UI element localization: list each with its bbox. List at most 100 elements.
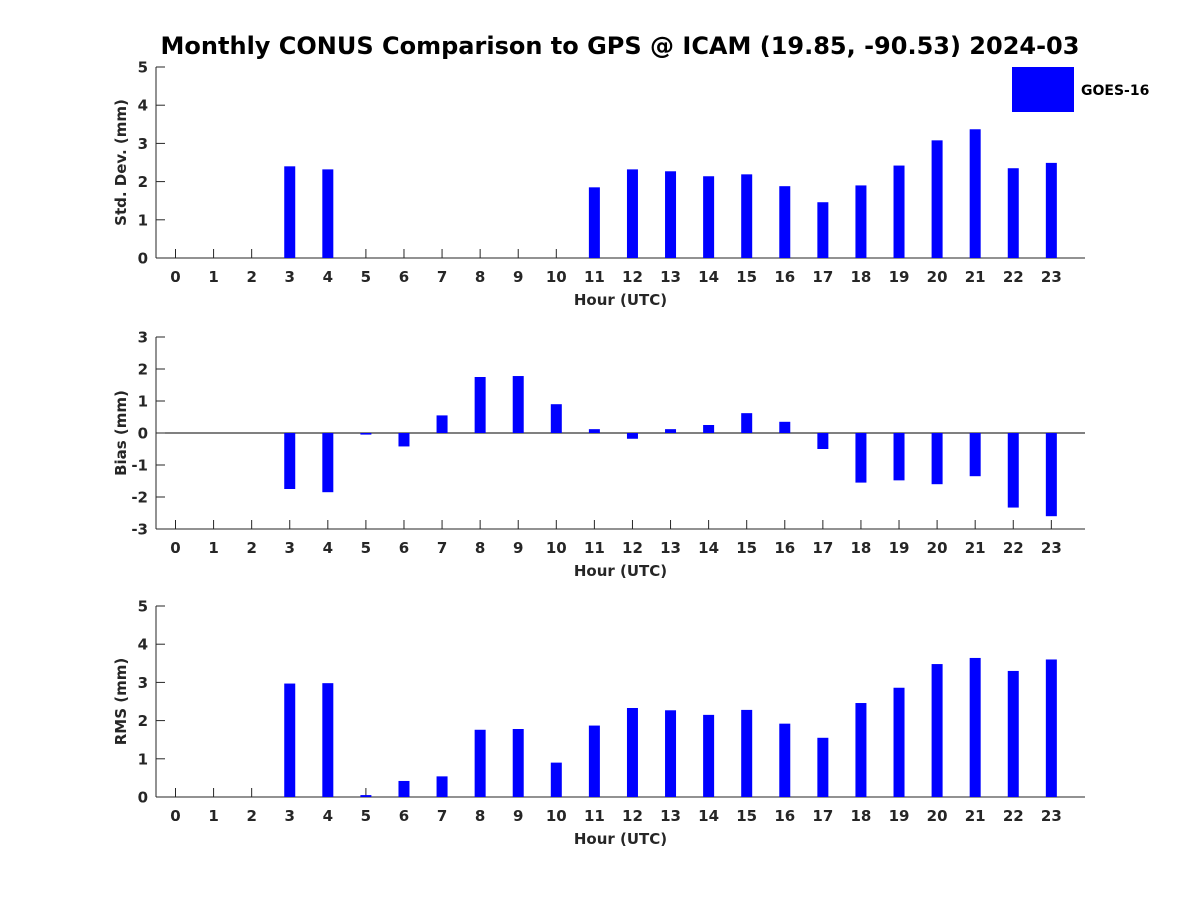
- bias-x-tick-label: 9: [513, 539, 523, 557]
- std-dev-y-tick-label: 4: [138, 97, 148, 115]
- std-dev-x-axis-label: Hour (UTC): [574, 291, 667, 309]
- bias-bar-hour-9: [512, 376, 524, 433]
- rms-bar-hour-13: [665, 710, 677, 797]
- bias-bar-hour-3: [284, 433, 296, 489]
- std-dev-x-tick-label: 0: [170, 268, 180, 286]
- bias-y-axis-label: Bias (mm): [112, 390, 130, 476]
- std-dev-bar-hour-15: [741, 174, 753, 258]
- rms-bar-hour-4: [322, 683, 334, 797]
- std-dev-x-tick-label: 20: [927, 268, 948, 286]
- rms-x-tick-label: 0: [170, 807, 180, 825]
- rms-x-tick-label: 4: [323, 807, 333, 825]
- bias-x-tick-label: 0: [170, 539, 180, 557]
- rms-x-tick-label: 12: [622, 807, 643, 825]
- rms-x-tick-label: 1: [208, 807, 218, 825]
- bias-y-tick-label: 1: [138, 393, 148, 411]
- bias-y-tick-label: 3: [138, 329, 148, 347]
- std-dev-x-tick-label: 22: [1003, 268, 1024, 286]
- rms-y-tick-label: 3: [138, 674, 148, 692]
- rms-bar-hour-12: [626, 707, 638, 797]
- std-dev-bar-hour-22: [1007, 168, 1019, 258]
- rms-x-tick-label: 21: [965, 807, 986, 825]
- rms-y-tick-label: 5: [138, 598, 148, 616]
- rms-x-tick-label: 17: [812, 807, 833, 825]
- bias-x-tick-label: 11: [584, 539, 605, 557]
- bias-x-tick-label: 12: [622, 539, 643, 557]
- std-dev-bar-hour-14: [703, 176, 715, 258]
- rms-bar-hour-16: [779, 723, 791, 797]
- bias-bar-hour-20: [931, 433, 943, 485]
- std-dev-x-tick-label: 5: [361, 268, 371, 286]
- bias-bar-hour-15: [741, 413, 753, 433]
- std-dev-bar-hour-16: [779, 186, 791, 258]
- bias-x-tick-label: 22: [1003, 539, 1024, 557]
- bias-x-tick-label: 7: [437, 539, 447, 557]
- rms-y-tick-label: 2: [138, 712, 148, 730]
- bias-bar-hour-13: [665, 429, 677, 433]
- std-dev-bar-hour-13: [665, 171, 677, 258]
- std-dev-bar-hour-3: [284, 166, 296, 258]
- bias-x-tick-label: 13: [660, 539, 681, 557]
- std-dev-x-tick-label: 19: [889, 268, 910, 286]
- chart-title: Monthly CONUS Comparison to GPS @ ICAM (…: [161, 32, 1080, 60]
- bias-x-tick-label: 21: [965, 539, 986, 557]
- std-dev-x-tick-label: 17: [812, 268, 833, 286]
- bias-x-tick-label: 2: [246, 539, 256, 557]
- rms-x-tick-label: 11: [584, 807, 605, 825]
- bias-bar-hour-12: [626, 433, 638, 439]
- bias-x-tick-label: 3: [285, 539, 295, 557]
- rms-x-tick-label: 7: [437, 807, 447, 825]
- std-dev-y-tick-label: 3: [138, 135, 148, 153]
- bias-x-tick-label: 15: [736, 539, 757, 557]
- std-dev-bar-hour-4: [322, 169, 334, 258]
- bias-bar-hour-21: [969, 433, 981, 477]
- rms-bar-hour-19: [893, 687, 905, 797]
- std-dev-x-tick-label: 18: [851, 268, 872, 286]
- std-dev-x-tick-label: 15: [736, 268, 757, 286]
- rms-x-tick-label: 16: [774, 807, 795, 825]
- std-dev-x-tick-label: 12: [622, 268, 643, 286]
- bias-x-tick-label: 5: [361, 539, 371, 557]
- bias-y-tick-label: -3: [131, 521, 148, 539]
- rms-x-tick-label: 3: [285, 807, 295, 825]
- rms-y-axis-label: RMS (mm): [112, 658, 130, 745]
- std-dev-x-tick-label: 2: [246, 268, 256, 286]
- std-dev-x-tick-label: 3: [285, 268, 295, 286]
- std-dev-bar-hour-12: [626, 169, 638, 258]
- rms-bar-hour-14: [703, 714, 715, 797]
- bias-bar-hour-19: [893, 433, 905, 481]
- rms-x-tick-label: 6: [399, 807, 409, 825]
- std-dev-y-tick-label: 1: [138, 211, 148, 229]
- std-dev-bar-hour-19: [893, 165, 905, 258]
- std-dev-bar-hour-21: [969, 129, 981, 258]
- rms-x-tick-label: 14: [698, 807, 719, 825]
- std-dev-y-tick-label: 5: [138, 59, 148, 77]
- bias-bar-hour-7: [436, 415, 448, 433]
- bias-x-tick-label: 8: [475, 539, 485, 557]
- rms-x-tick-label: 23: [1041, 807, 1062, 825]
- rms-bar-hour-10: [550, 762, 562, 797]
- std-dev-x-tick-label: 4: [323, 268, 333, 286]
- bias-y-tick-label: -1: [131, 457, 148, 475]
- bias-bar-hour-17: [817, 433, 829, 449]
- rms-bar-hour-17: [817, 737, 829, 797]
- std-dev-y-tick-label: 2: [138, 173, 148, 191]
- bias-bar-hour-8: [474, 377, 486, 433]
- bias-bar-hour-10: [550, 404, 562, 433]
- rms-bar-hour-18: [855, 703, 867, 797]
- legend-label: GOES-16: [1081, 83, 1149, 99]
- rms-y-tick-label: 0: [138, 789, 148, 807]
- rms-bar-hour-6: [398, 780, 410, 797]
- bias-x-tick-label: 4: [323, 539, 333, 557]
- rms-x-tick-label: 18: [851, 807, 872, 825]
- bias-x-tick-label: 16: [774, 539, 795, 557]
- rms-bar-hour-8: [474, 729, 486, 797]
- bias-y-tick-label: 0: [138, 425, 148, 443]
- legend-swatch: [1012, 67, 1074, 112]
- rms-x-tick-label: 10: [546, 807, 567, 825]
- bias-y-tick-label: 2: [138, 361, 148, 379]
